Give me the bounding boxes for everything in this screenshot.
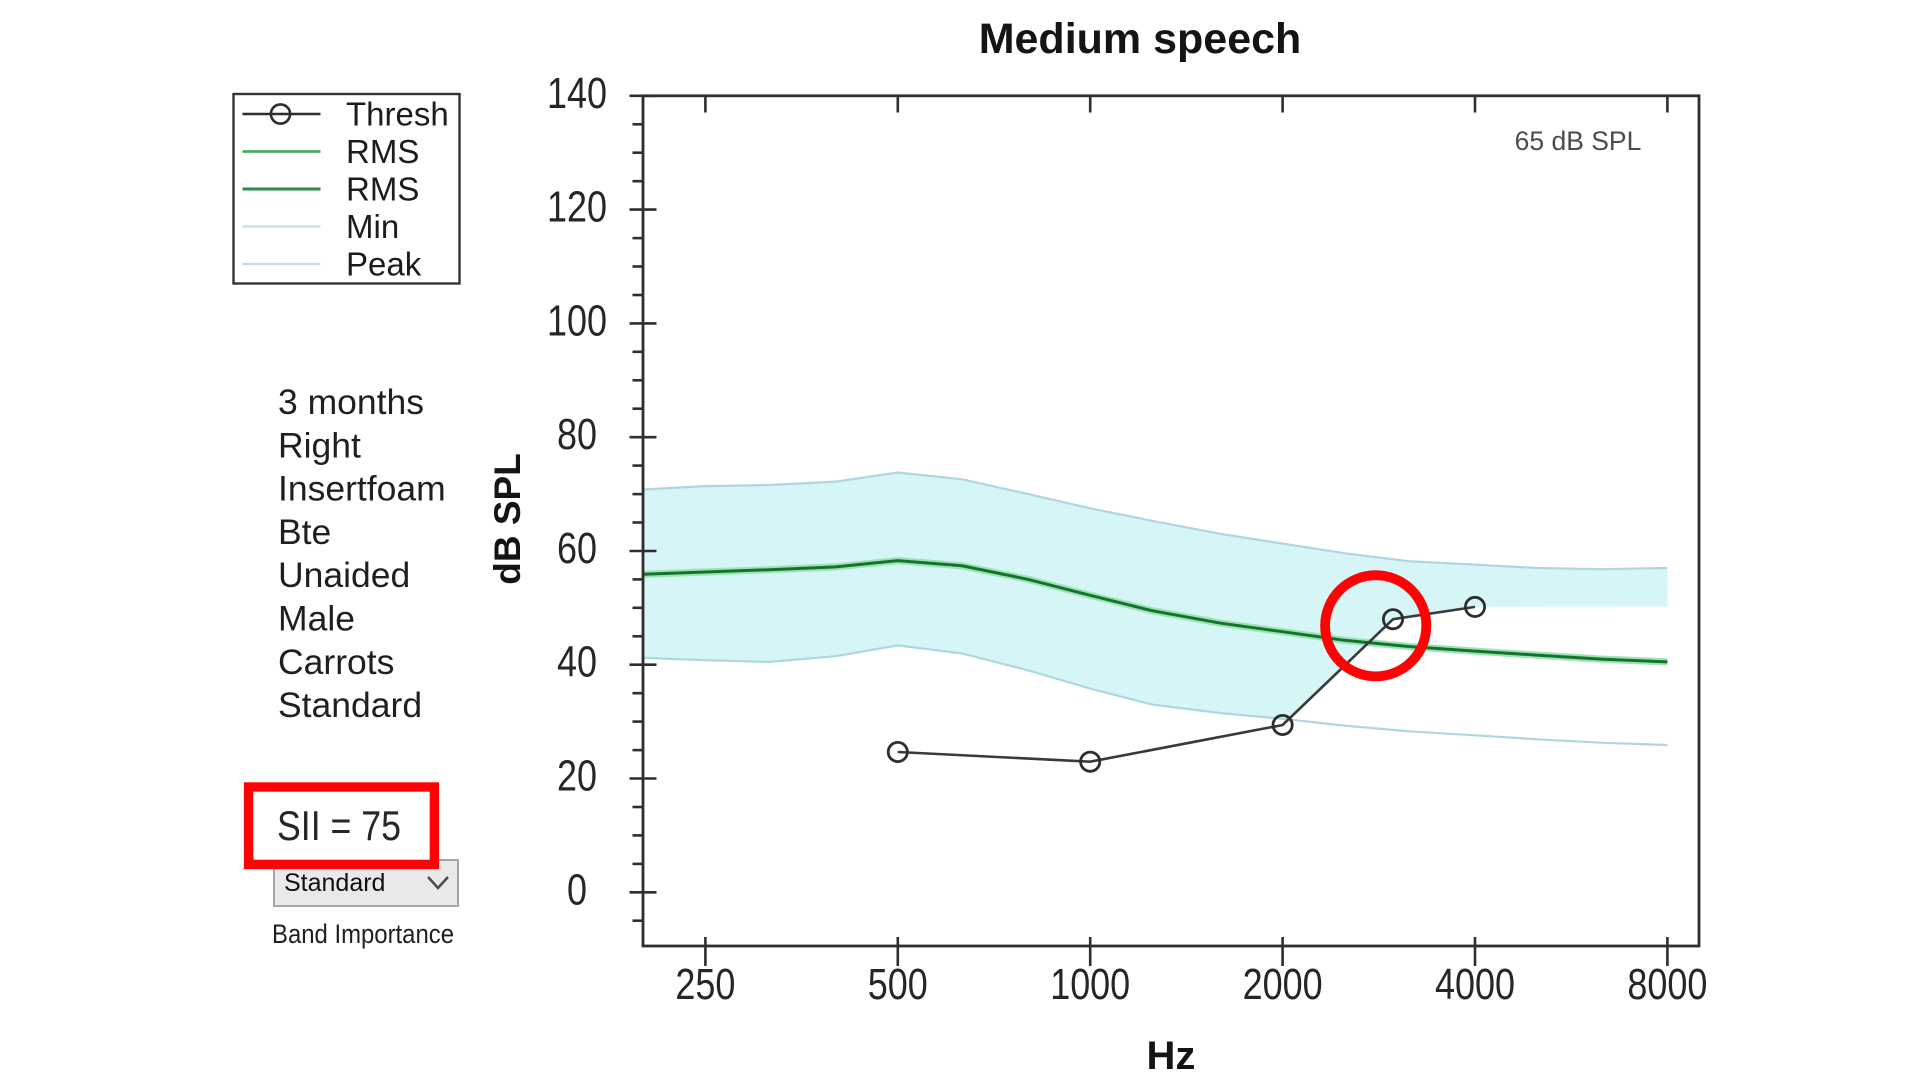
svg-text:Peak: Peak	[346, 246, 422, 283]
svg-text:Min: Min	[346, 208, 399, 245]
svg-text:3 months: 3 months	[278, 382, 424, 422]
svg-text:60: 60	[557, 524, 597, 573]
svg-text:RMS: RMS	[346, 133, 419, 170]
svg-text:Carrots: Carrots	[278, 642, 394, 682]
svg-text:120: 120	[547, 183, 607, 232]
svg-text:Thresh: Thresh	[346, 96, 449, 133]
svg-text:Insertfoam: Insertfoam	[278, 469, 446, 509]
svg-text:500: 500	[868, 960, 928, 1009]
svg-text:Hz: Hz	[1147, 1034, 1196, 1078]
svg-text:2000: 2000	[1243, 960, 1323, 1009]
svg-text:140: 140	[547, 69, 607, 118]
svg-text:0: 0	[567, 865, 587, 914]
svg-text:Male: Male	[278, 599, 355, 639]
svg-text:Standard: Standard	[278, 685, 422, 725]
svg-text:dB SPL: dB SPL	[487, 453, 528, 585]
svg-text:8000: 8000	[1627, 960, 1707, 1009]
svg-text:Medium speech: Medium speech	[979, 15, 1302, 63]
svg-text:RMS: RMS	[346, 171, 419, 208]
svg-text:40: 40	[557, 638, 597, 687]
svg-text:Unaided: Unaided	[278, 555, 410, 595]
svg-text:250: 250	[675, 960, 735, 1009]
svg-text:1000: 1000	[1050, 960, 1130, 1009]
svg-text:Right: Right	[278, 425, 361, 465]
svg-text:Band Importance: Band Importance	[272, 919, 454, 949]
svg-text:4000: 4000	[1435, 960, 1515, 1009]
svg-text:Bte: Bte	[278, 512, 331, 552]
svg-text:Standard: Standard	[284, 869, 385, 897]
svg-text:80: 80	[557, 410, 597, 459]
svg-text:SII = 75: SII = 75	[277, 802, 401, 849]
svg-text:20: 20	[557, 752, 597, 801]
svg-text:100: 100	[547, 296, 607, 345]
svg-text:65 dB SPL: 65 dB SPL	[1515, 126, 1642, 156]
